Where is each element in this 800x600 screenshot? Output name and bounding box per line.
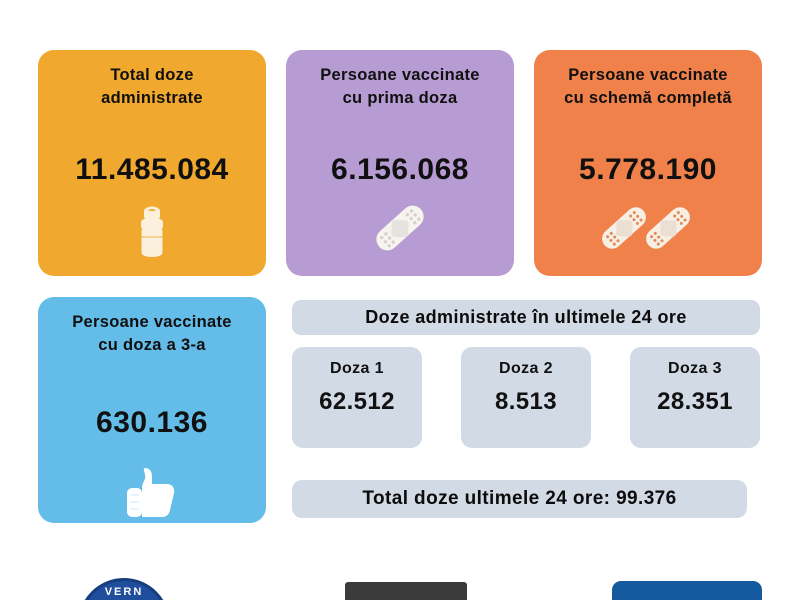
government-seal-logo: VERN <box>78 578 170 600</box>
card-first-dose: Persoane vaccinate cu prima doza 6.156.0… <box>286 50 514 276</box>
card-value: 6.156.068 <box>331 152 469 186</box>
card-value: 630.136 <box>96 405 208 439</box>
card-title: Total doze administrate <box>101 66 203 108</box>
government-seal-text: VERN <box>104 586 144 598</box>
panel-total-24h: Total doze ultimele 24 ore: 99.376 <box>292 480 747 518</box>
card-third-dose: Persoane vaccinate cu doza a 3-a 630.136 <box>38 297 266 523</box>
dose-value: 62.512 <box>319 388 395 415</box>
logo-strip: VERN <box>0 578 800 600</box>
card-value: 5.778.190 <box>579 152 717 186</box>
dose-label: Doza 1 <box>330 360 384 377</box>
panel-header-text: Doze administrate în ultimele 24 ore <box>365 307 687 327</box>
tertiary-logo <box>612 581 762 600</box>
card-title: Persoane vaccinate cu schemă completă <box>564 66 732 108</box>
panel-total-text: Total doze ultimele 24 ore: 99.376 <box>362 488 677 509</box>
card-total-doses: Total doze administrate 11.485.084 <box>38 50 266 276</box>
dose-label: Doza 2 <box>499 360 553 377</box>
dose-box-3: Doza 3 28.351 <box>630 347 760 448</box>
thumbs-up-icon <box>123 464 181 520</box>
card-title: Persoane vaccinate cu doza a 3-a <box>72 313 232 355</box>
dose-value: 8.513 <box>494 388 558 415</box>
double-bandage-icon <box>596 199 700 257</box>
dose-box-2: Doza 2 8.513 <box>461 347 591 448</box>
secondary-logo <box>345 582 467 600</box>
vaccine-vial-icon <box>135 205 169 257</box>
card-title: Persoane vaccinate cu prima doza <box>320 66 480 108</box>
panel-header-24h: Doze administrate în ultimele 24 ore <box>292 300 760 335</box>
dose-box-1: Doza 1 62.512 <box>292 347 422 448</box>
dose-label: Doza 3 <box>668 360 722 377</box>
dose-value: 28.351 <box>657 388 733 415</box>
dose-boxes-row: Doza 1 62.512 Doza 2 8.513 Doza 3 28.351 <box>292 347 760 448</box>
bandage-icon <box>368 199 432 257</box>
card-value: 11.485.084 <box>75 152 229 186</box>
card-complete-scheme: Persoane vaccinate cu schemă completă 5.… <box>534 50 762 276</box>
